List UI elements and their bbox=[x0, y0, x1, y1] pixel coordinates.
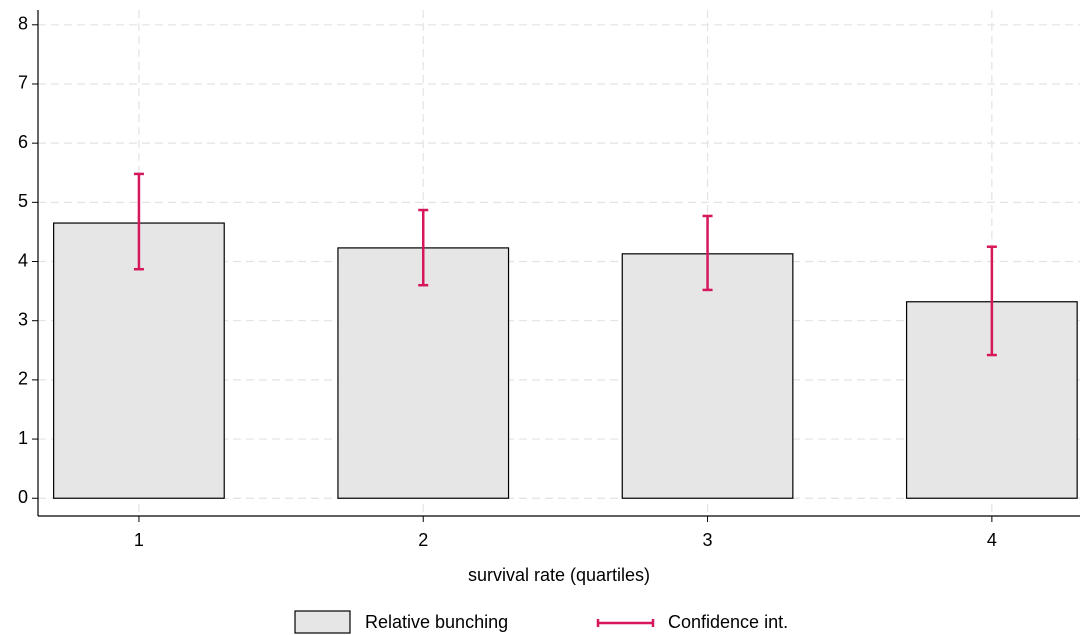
x-tick-label: 4 bbox=[987, 530, 997, 550]
legend-label: Relative bunching bbox=[365, 612, 508, 632]
y-tick-label: 1 bbox=[18, 428, 28, 448]
y-tick-label: 3 bbox=[18, 309, 28, 329]
y-tick-label: 6 bbox=[18, 132, 28, 152]
y-tick-label: 7 bbox=[18, 73, 28, 93]
y-tick-label: 5 bbox=[18, 191, 28, 211]
y-tick-label: 8 bbox=[18, 14, 28, 34]
x-axis-label: survival rate (quartiles) bbox=[468, 565, 650, 585]
x-tick-label: 2 bbox=[418, 530, 428, 550]
x-tick-label: 3 bbox=[703, 530, 713, 550]
y-tick-label: 2 bbox=[18, 369, 28, 389]
legend-label: Confidence int. bbox=[668, 612, 788, 632]
bar bbox=[621, 253, 794, 499]
bar bbox=[337, 247, 510, 499]
y-tick-label: 4 bbox=[18, 250, 28, 270]
y-tick-label: 0 bbox=[18, 487, 28, 507]
legend-swatch bbox=[294, 610, 351, 634]
x-tick-label: 1 bbox=[134, 530, 144, 550]
